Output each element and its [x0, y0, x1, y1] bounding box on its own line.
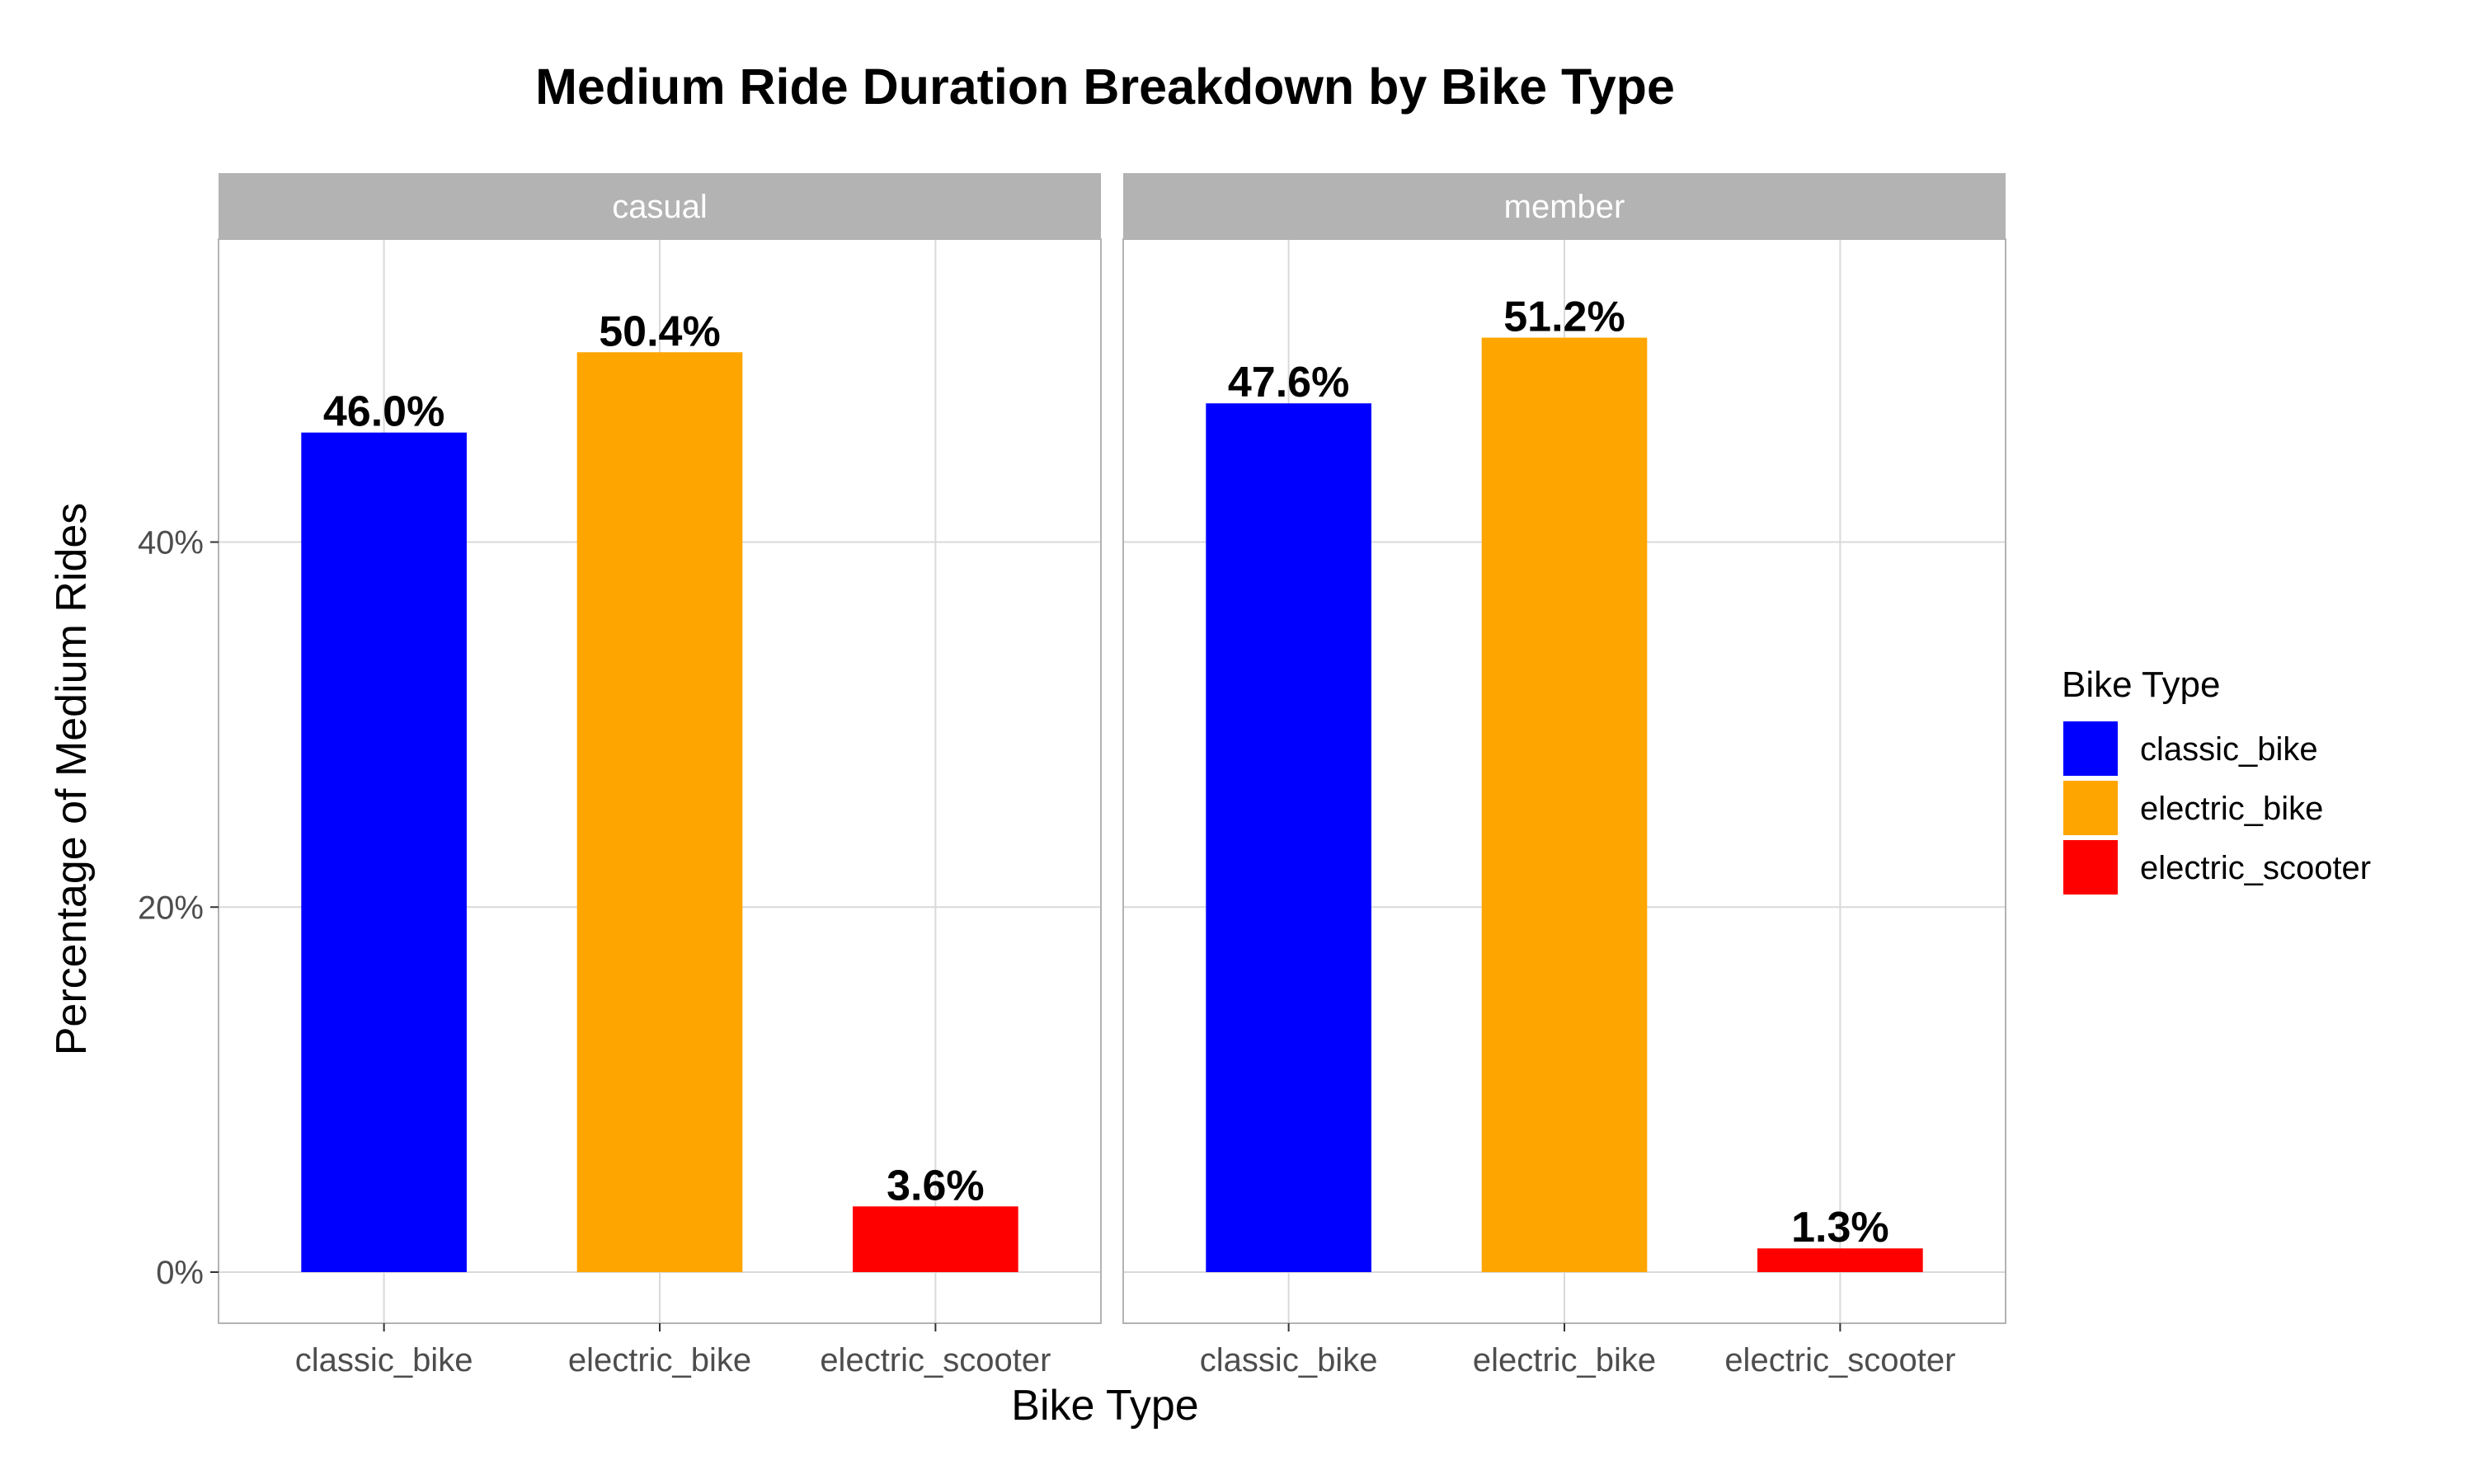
y-axis-title: Percentage of Medium Rides	[48, 503, 96, 1056]
data-label: 51.2%	[1503, 294, 1625, 341]
bar-casual-classic_bike	[301, 433, 467, 1272]
legend-item-electric_scooter: electric_scooter	[2063, 840, 2371, 895]
x-tick-label: electric_scooter	[820, 1342, 1051, 1378]
legend-label: electric_bike	[2140, 791, 2323, 827]
x-tick-label: classic_bike	[1200, 1342, 1378, 1378]
chart-title: Medium Ride Duration Breakdown by Bike T…	[535, 59, 1675, 115]
data-label: 3.6%	[887, 1162, 985, 1209]
legend-swatch	[2063, 781, 2118, 835]
y-tick-label: 40%	[138, 524, 204, 561]
bar-member-electric_scooter	[1757, 1248, 1923, 1272]
legend-title: Bike Type	[2062, 665, 2220, 705]
legend-item-electric_bike: electric_bike	[2063, 781, 2323, 835]
facet-strip-label: casual	[612, 189, 708, 225]
x-axis-title: Bike Type	[1011, 1382, 1198, 1430]
facet-panel-casual: casual 46.0% 50.4% 3.6% classic_bike electric…	[219, 173, 1101, 1378]
data-label: 1.3%	[1791, 1204, 1889, 1252]
data-label: 47.6%	[1228, 359, 1349, 406]
x-tick-label: electric_bike	[1473, 1342, 1656, 1378]
bar-casual-electric_bike	[577, 352, 743, 1272]
legend-swatch	[2063, 840, 2118, 895]
legend-swatch	[2063, 721, 2118, 776]
legend: Bike Type classic_bike electric_bikeelectr…	[2062, 665, 2371, 895]
x-tick-label: electric_scooter	[1724, 1342, 1955, 1378]
facet-strip-label: member	[1504, 189, 1625, 225]
bar-member-electric_bike	[1482, 338, 1648, 1272]
facet-panel-member: member 47.6% 51.2% 1.3% classic_bike electric…	[1123, 173, 2006, 1378]
data-label: 50.4%	[599, 308, 720, 355]
bar-member-classic_bike	[1206, 403, 1371, 1272]
y-tick-label: 20%	[138, 890, 204, 926]
data-label: 46.0%	[323, 388, 444, 436]
legend-label: classic_bike	[2140, 731, 2318, 768]
legend-label: electric_scooter	[2140, 850, 2371, 886]
x-tick-label: classic_bike	[295, 1342, 473, 1378]
x-tick-label: electric_bike	[568, 1342, 751, 1378]
y-axis: 0% 20% 40%	[138, 524, 219, 1291]
facet-panels: casual 46.0% 50.4% 3.6% classic_bike electric…	[138, 173, 2006, 1378]
legend-item-classic_bike: classic_bike	[2063, 721, 2318, 776]
bar-casual-electric_scooter	[853, 1206, 1018, 1272]
y-tick-label: 0%	[156, 1255, 204, 1291]
